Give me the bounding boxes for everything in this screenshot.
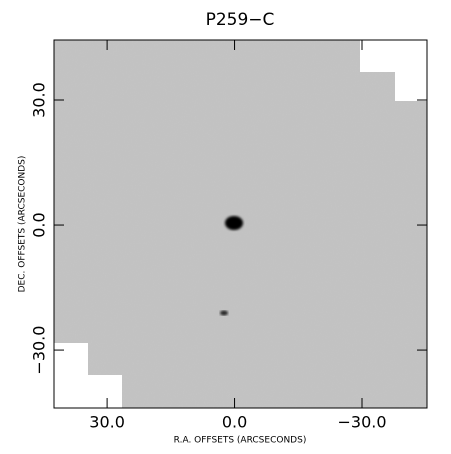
mask xyxy=(360,40,428,101)
frame xyxy=(53,39,428,409)
mask xyxy=(54,343,122,409)
y-axis-label: DEC. OFFSETS (ARCSECONDS) xyxy=(18,156,28,293)
x-tick-label: 0.0 xyxy=(222,413,247,432)
y-tick-label: −30.0 xyxy=(30,326,49,375)
source xyxy=(220,310,228,316)
x-tick-label: −30.0 xyxy=(337,413,386,432)
source xyxy=(225,216,243,230)
y-tick-label: 30.0 xyxy=(30,82,49,118)
x-axis-label: R.A. OFFSETS (ARCSECONDS) xyxy=(174,436,307,446)
y-tick-label: 0.0 xyxy=(30,212,49,237)
image xyxy=(53,39,428,409)
x-tick-label: 30.0 xyxy=(89,413,125,432)
chart-title: P259−C xyxy=(206,10,275,30)
